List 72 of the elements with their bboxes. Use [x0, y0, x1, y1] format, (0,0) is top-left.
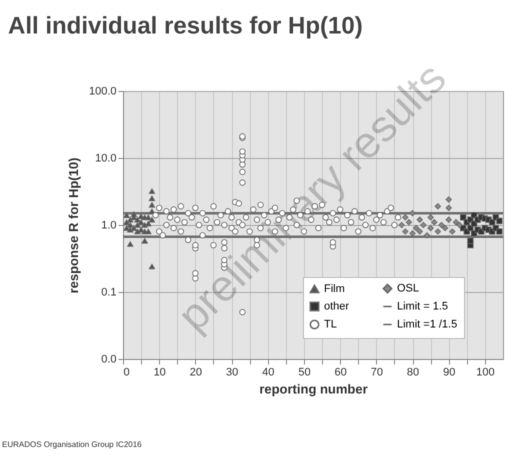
point [446, 196, 452, 203]
point [416, 228, 423, 235]
point [424, 232, 430, 239]
chart-title: All individual results for Hp(10) [8, 12, 363, 40]
point [406, 219, 412, 226]
point [413, 224, 420, 232]
x-tick-label: 70 [370, 366, 383, 378]
point [402, 214, 408, 221]
point [127, 241, 134, 247]
point [398, 222, 405, 228]
point [456, 222, 463, 228]
y-tick-label: 10.0 [95, 152, 116, 164]
point [409, 230, 416, 237]
point [148, 202, 156, 208]
x-tick-label: 10 [154, 366, 166, 378]
point [460, 214, 466, 221]
point [442, 224, 448, 232]
point [409, 210, 416, 216]
point [138, 226, 144, 232]
point [145, 220, 152, 226]
point [142, 238, 148, 244]
x-tick-label: 100 [476, 366, 495, 378]
x-tick-label: 50 [298, 366, 311, 378]
y-tick-label: 0.1 [101, 286, 116, 298]
point [446, 204, 452, 212]
y-tick-label: 0.0 [101, 354, 116, 366]
point [434, 203, 441, 210]
x-tick-label: 30 [226, 366, 238, 378]
point [496, 228, 503, 235]
text: EURADOS Organisation Group IC2016 [2, 440, 142, 449]
point [431, 219, 438, 226]
legend-label: Limit = 1.5 [397, 300, 448, 312]
point [427, 224, 434, 232]
point [467, 238, 474, 244]
point [148, 188, 156, 194]
point [123, 212, 130, 218]
point [134, 216, 141, 222]
x-tick-label: 80 [406, 366, 420, 378]
point [148, 196, 156, 202]
point [449, 228, 456, 235]
point [134, 222, 141, 228]
point [127, 222, 134, 228]
point [489, 219, 496, 226]
point [427, 214, 434, 221]
point [138, 219, 144, 225]
point [496, 218, 503, 224]
point [148, 264, 156, 270]
x-tick-label: 20 [190, 366, 202, 378]
legend-label: OSL [397, 282, 420, 295]
point [130, 211, 137, 217]
point [434, 228, 441, 235]
point [416, 216, 423, 223]
x-axis-title: reporting number [259, 382, 368, 396]
point [148, 216, 156, 222]
point [127, 216, 134, 222]
x-tick-label: 0 [124, 366, 130, 378]
point [145, 214, 152, 220]
legend-label: Limit =1 /1.5 [397, 318, 458, 330]
point [402, 228, 408, 235]
x-tick-label: 40 [262, 366, 274, 378]
y-tick-label: 1.0 [101, 220, 116, 232]
point [420, 222, 427, 228]
point [438, 222, 445, 228]
x-tick-label: 90 [443, 366, 456, 378]
y-axis-title: response R for Hp(10) [66, 158, 81, 294]
point [446, 216, 452, 223]
point [452, 219, 460, 226]
y-tick-label: 100.0 [88, 86, 116, 98]
point [145, 228, 152, 234]
point [134, 228, 141, 234]
x-tick-label: 60 [334, 366, 347, 378]
point [130, 225, 137, 231]
